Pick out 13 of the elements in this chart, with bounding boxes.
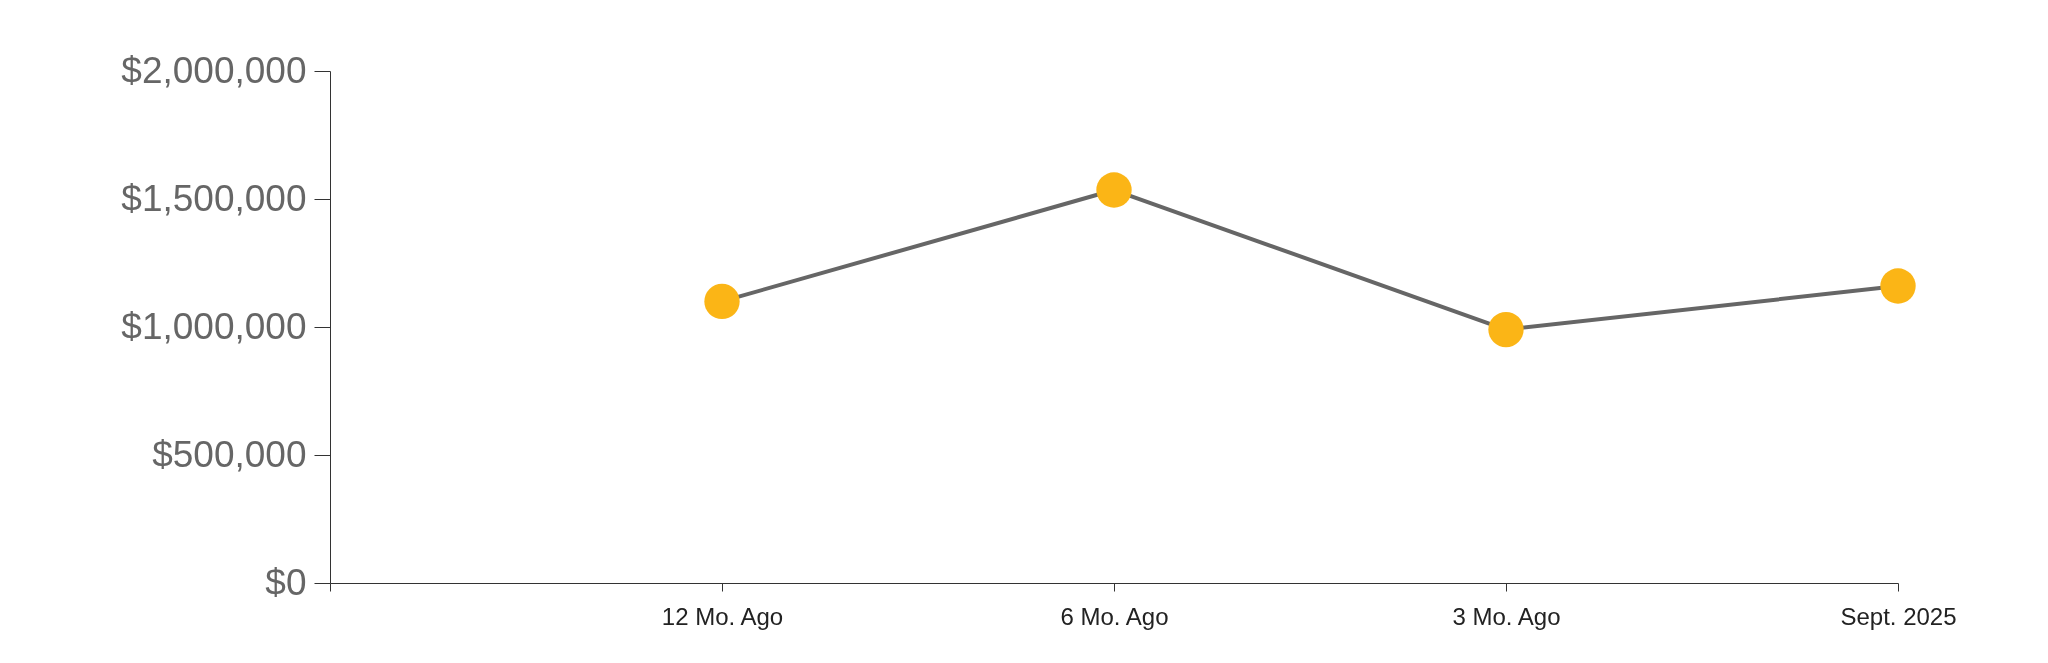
y-tick-label: $2,000,000 bbox=[121, 49, 307, 91]
x-tick-label: 12 Mo. Ago bbox=[661, 602, 784, 630]
x-tick-label: Sept. 2025 bbox=[1840, 602, 1957, 630]
x-tick-label: 6 Mo. Ago bbox=[1060, 602, 1169, 630]
point bbox=[704, 283, 740, 320]
y-tick-label: $1,500,000 bbox=[121, 177, 307, 219]
y-tick-label: $1,000,000 bbox=[121, 305, 307, 347]
x-tick-label: 3 Mo. Ago bbox=[1452, 602, 1561, 630]
y-tick-label: $0 bbox=[265, 561, 307, 603]
point bbox=[1880, 268, 1916, 304]
point bbox=[1096, 172, 1132, 208]
y-tick-label: $500,000 bbox=[152, 433, 307, 475]
point bbox=[1488, 311, 1524, 348]
